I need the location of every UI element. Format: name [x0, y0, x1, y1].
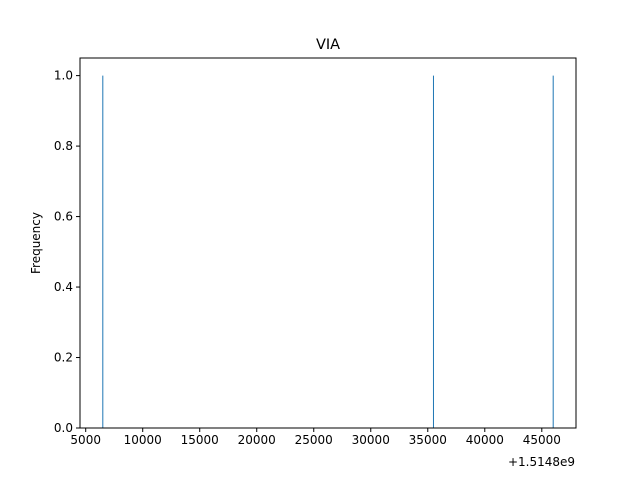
y-tick-label: 0.0	[54, 421, 73, 435]
y-tick-label: 0.8	[54, 139, 73, 153]
x-tick-label: 5000	[70, 433, 101, 447]
histogram-bar	[102, 75, 104, 428]
y-tick-label: 1.0	[54, 69, 73, 83]
x-tick-label: 20000	[238, 433, 276, 447]
histogram-bar	[552, 75, 554, 428]
y-tick-label: 0.2	[54, 351, 73, 365]
x-tick-label: 30000	[352, 433, 390, 447]
x-tick-label: 25000	[295, 433, 333, 447]
y-axis-label: Frequency	[29, 212, 43, 274]
plot-frame	[79, 57, 577, 429]
x-tick-label: 40000	[466, 433, 504, 447]
x-axis-ticks: 5000 10000 15000 20000 25000 30000 35000 40000 4…	[70, 428, 561, 447]
y-axis-ticks: 0.0 0.2 0.4 0.6 0.8 1.0	[54, 69, 80, 435]
x-tick-label: 15000	[181, 433, 219, 447]
histogram-bar	[432, 75, 434, 428]
chart-title: VIA	[316, 37, 340, 53]
y-tick-label: 0.6	[54, 210, 73, 224]
y-tick-label: 0.4	[54, 280, 73, 294]
x-axis-offset-label: +1.5148e9	[508, 455, 575, 469]
x-tick-label: 10000	[124, 433, 162, 447]
bars-group	[102, 75, 554, 428]
x-tick-label: 45000	[523, 433, 561, 447]
x-tick-label: 35000	[409, 433, 447, 447]
